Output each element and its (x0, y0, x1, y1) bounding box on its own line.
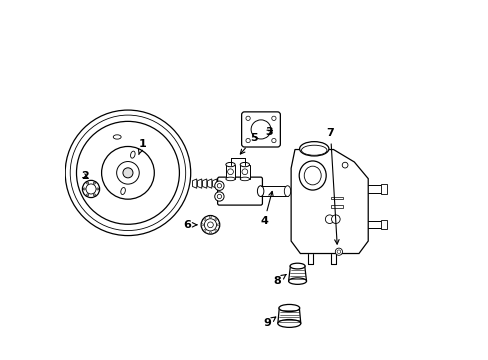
Ellipse shape (225, 177, 235, 181)
Text: 1: 1 (138, 139, 146, 154)
Bar (380, 220, 386, 229)
Ellipse shape (288, 278, 306, 284)
Circle shape (76, 121, 179, 224)
Circle shape (335, 248, 342, 255)
Ellipse shape (299, 161, 325, 190)
Polygon shape (202, 179, 206, 188)
Circle shape (271, 138, 276, 143)
Ellipse shape (301, 145, 326, 155)
Circle shape (102, 147, 154, 199)
Polygon shape (197, 179, 202, 188)
Circle shape (203, 229, 205, 231)
Circle shape (242, 169, 247, 175)
Ellipse shape (304, 166, 321, 185)
Bar (330, 197, 342, 199)
Circle shape (325, 215, 333, 224)
Ellipse shape (225, 162, 235, 167)
Bar (240, 165, 249, 179)
Bar (219, 180, 231, 187)
Polygon shape (290, 149, 367, 253)
Circle shape (271, 116, 276, 121)
FancyBboxPatch shape (241, 112, 280, 147)
Bar (380, 184, 386, 194)
Circle shape (209, 216, 211, 218)
Circle shape (97, 188, 99, 190)
Circle shape (86, 194, 88, 196)
Circle shape (230, 179, 239, 188)
Circle shape (83, 188, 85, 190)
Polygon shape (207, 179, 211, 188)
FancyBboxPatch shape (217, 177, 262, 205)
Circle shape (93, 194, 95, 196)
Circle shape (214, 192, 224, 201)
Circle shape (245, 138, 250, 143)
Ellipse shape (299, 141, 328, 156)
Circle shape (201, 216, 219, 234)
Ellipse shape (277, 319, 300, 327)
Text: 9: 9 (264, 317, 275, 328)
Circle shape (82, 180, 100, 198)
Polygon shape (212, 179, 216, 188)
Circle shape (245, 116, 250, 121)
Text: 3: 3 (265, 127, 273, 136)
Circle shape (203, 218, 205, 220)
Circle shape (227, 169, 233, 175)
Polygon shape (277, 308, 300, 323)
Ellipse shape (278, 305, 299, 312)
Ellipse shape (250, 120, 270, 139)
Circle shape (201, 224, 203, 226)
Circle shape (217, 194, 221, 199)
Circle shape (214, 181, 224, 190)
Circle shape (204, 219, 216, 231)
Bar (225, 165, 235, 179)
Circle shape (207, 222, 213, 228)
Text: 7: 7 (326, 129, 338, 244)
Circle shape (215, 218, 217, 220)
Ellipse shape (240, 162, 249, 167)
Ellipse shape (257, 186, 264, 197)
Circle shape (209, 231, 211, 234)
Text: 8: 8 (272, 275, 285, 286)
Ellipse shape (113, 135, 121, 139)
Ellipse shape (240, 177, 249, 181)
Text: 2: 2 (81, 171, 89, 181)
Circle shape (215, 229, 217, 231)
Circle shape (86, 184, 96, 194)
Circle shape (336, 250, 340, 253)
Text: 6: 6 (183, 220, 197, 230)
Circle shape (342, 162, 347, 168)
Circle shape (331, 215, 340, 224)
Circle shape (86, 182, 88, 184)
Ellipse shape (130, 151, 135, 158)
Polygon shape (288, 266, 306, 281)
Circle shape (65, 110, 190, 235)
Circle shape (93, 182, 95, 184)
Ellipse shape (284, 186, 290, 197)
Circle shape (70, 115, 185, 230)
Circle shape (217, 184, 221, 188)
Text: 5: 5 (240, 134, 257, 154)
Polygon shape (192, 179, 196, 188)
Ellipse shape (289, 263, 305, 269)
Ellipse shape (121, 188, 125, 194)
Text: 4: 4 (260, 192, 273, 226)
Circle shape (122, 168, 133, 178)
Bar (330, 205, 342, 208)
Circle shape (217, 224, 219, 226)
Circle shape (117, 162, 139, 184)
